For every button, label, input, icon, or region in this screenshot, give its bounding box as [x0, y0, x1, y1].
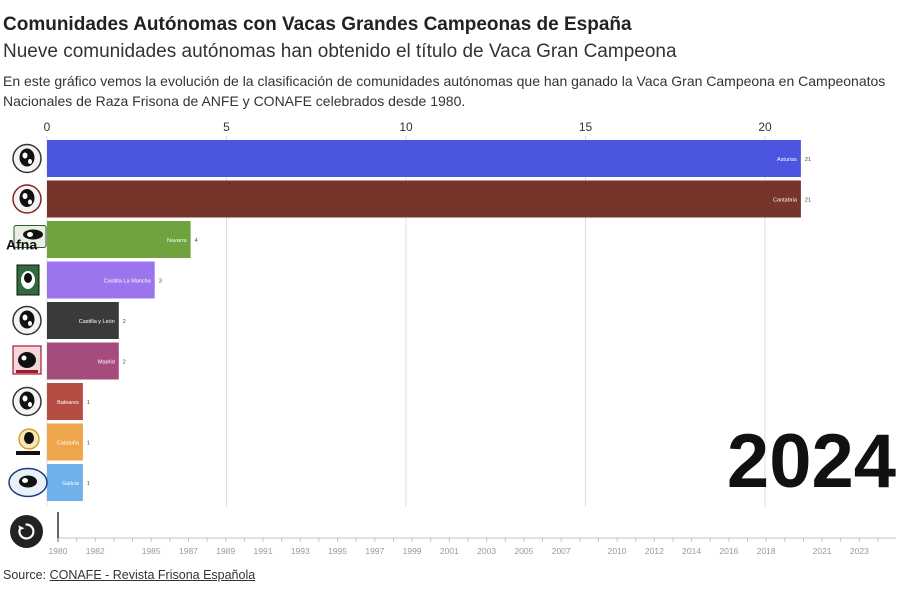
timeline-year-label[interactable]: 2007 [552, 546, 571, 556]
bar-category-label: Cataluña [57, 441, 80, 447]
timeline-year-label[interactable]: 2021 [813, 546, 832, 556]
baleares-logo [12, 386, 42, 417]
source-note: Source: CONAFE - Revista Frisona Español… [3, 568, 255, 582]
chart-title: Comunidades Autónomas con Vacas Grandes … [3, 14, 632, 35]
timeline-year-label[interactable]: 1989 [216, 546, 235, 556]
bar-value-label: 2 [123, 360, 126, 366]
bar-value-label: 4 [195, 238, 198, 244]
bar-value-label: 1 [87, 400, 90, 406]
source-link[interactable]: CONAFE - Revista Frisona Española [49, 568, 256, 582]
bar [47, 464, 83, 501]
timeline-year-label[interactable]: 1995 [328, 546, 347, 556]
timeline-year-label[interactable]: 1997 [365, 546, 384, 556]
timeline-year-label[interactable]: 1999 [403, 546, 422, 556]
bar-category-label: Navarra [167, 238, 188, 244]
madrid-logo [12, 345, 42, 375]
timeline-year-label[interactable]: 2001 [440, 546, 459, 556]
timeline-year-label[interactable]: 2005 [514, 546, 533, 556]
bar [47, 342, 119, 380]
bar-category-label: Castilla y León [79, 319, 115, 325]
current-year-label: 2024 [727, 419, 896, 504]
timeline-year-label[interactable]: 1982 [86, 546, 105, 556]
x-tick-label: 20 [758, 120, 772, 134]
timeline-year-label[interactable]: 2003 [477, 546, 496, 556]
bar [47, 221, 191, 258]
timeline-year-label[interactable]: 1987 [179, 546, 198, 556]
timeline-year-label[interactable]: 2023 [850, 546, 869, 556]
timeline-year-label[interactable]: 1980 [49, 546, 68, 556]
timeline-year-label[interactable]: 1985 [142, 546, 161, 556]
timeline-year-label[interactable]: 2018 [757, 546, 776, 556]
timeline-year-label[interactable]: 1993 [291, 546, 310, 556]
replay-button[interactable] [10, 515, 43, 548]
bar-value-label: 2 [123, 319, 126, 325]
cantabria-logo [12, 184, 42, 214]
galicia-logo [8, 467, 48, 498]
bar-category-label: Castilla-La Mancha [104, 279, 152, 285]
source-prefix: Source: [3, 568, 50, 582]
fefric-logo [16, 428, 40, 455]
bar-category-label: Madrid [98, 360, 115, 366]
asturias-logo [12, 143, 42, 174]
bar [47, 383, 83, 420]
timeline-year-label[interactable]: 2016 [719, 546, 738, 556]
bar [47, 180, 801, 218]
chart-description: En este gráfico vemos la evolución de la… [3, 73, 886, 109]
bar [47, 423, 83, 461]
timeline-year-label[interactable]: 1991 [254, 546, 273, 556]
bar-value-label: 21 [805, 198, 811, 204]
x-tick-label: 15 [579, 120, 593, 134]
bar [47, 140, 801, 177]
bar-category-label: Cantabria [773, 198, 798, 204]
afna-logo: Afna [6, 225, 47, 253]
chart-subtitle: Nueve comunidades autónomas han obtenido… [3, 41, 677, 62]
timeline-year-label[interactable]: 2012 [645, 546, 664, 556]
bar-category-label: Baleares [57, 400, 79, 406]
x-tick-label: 0 [44, 120, 51, 134]
bar-category-label: Asturias [777, 157, 797, 163]
bar-value-label: 1 [87, 441, 90, 447]
bar [47, 302, 119, 339]
castilla-leon-logo [12, 305, 42, 336]
timeline-year-label[interactable]: 2010 [608, 546, 627, 556]
bar-value-label: 21 [805, 157, 811, 163]
bar-category-label: Galicia [62, 481, 80, 487]
timeline-year-label[interactable]: 2014 [682, 546, 701, 556]
replay-icon [18, 523, 35, 540]
timeline[interactable]: 1980 1982 1985 1987 1989 1991 1993 1995 1997 1999… [49, 512, 896, 556]
x-tick-label: 10 [399, 120, 413, 134]
castilla-la-mancha-logo [16, 264, 40, 296]
afna-logo-text: Afna [6, 237, 37, 253]
bar-value-label: 1 [87, 481, 90, 487]
bar [47, 261, 155, 299]
bar-value-label: 3 [159, 279, 162, 285]
x-tick-label: 5 [223, 120, 230, 134]
